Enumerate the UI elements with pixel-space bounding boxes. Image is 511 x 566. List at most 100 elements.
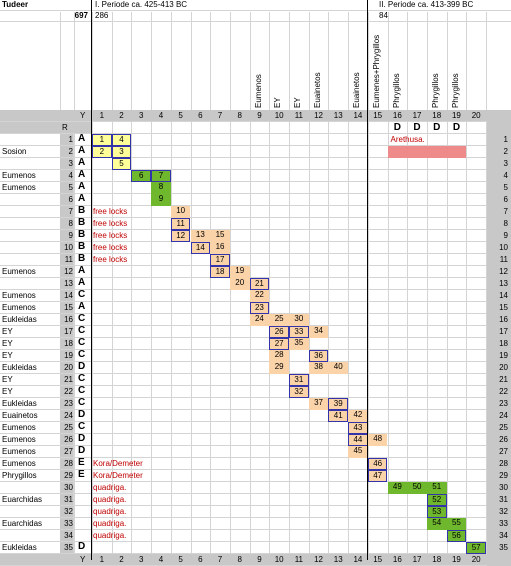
row-letter[interactable]: C [78, 373, 86, 384]
period1-count[interactable]: 286 [95, 11, 109, 20]
row-letter[interactable]: C [78, 349, 86, 360]
row-number[interactable]: 8 [68, 219, 73, 228]
data-cell[interactable]: 49 [387, 482, 408, 494]
row-name[interactable]: Eumenos [2, 291, 36, 300]
row-letter[interactable]: A [78, 157, 86, 168]
sheet-title[interactable]: Tudeer [2, 0, 29, 9]
period1-label[interactable]: I. Periode ca. 425-413 BC [95, 0, 188, 9]
row-letter[interactable]: A [78, 133, 86, 144]
data-cell[interactable]: 25 [269, 314, 289, 326]
row-name[interactable]: Eumenos [2, 435, 36, 444]
row-number[interactable]: 28 [64, 459, 73, 468]
column-number[interactable]: 4 [158, 111, 164, 120]
data-cell[interactable]: 28 [269, 350, 289, 362]
row-number[interactable]: 1 [68, 135, 73, 144]
row-name[interactable]: Euarchidas [2, 519, 43, 528]
data-cell[interactable]: 41 [328, 410, 349, 422]
data-cell[interactable]: 57 [466, 542, 486, 554]
data-cell[interactable]: 53 [426, 506, 447, 518]
row-number[interactable]: 15 [64, 303, 73, 312]
data-cell[interactable]: 13 [190, 230, 211, 242]
column-number[interactable]: 16 [392, 111, 402, 120]
column-number[interactable]: 8 [237, 111, 242, 120]
column-number[interactable]: 10 [274, 111, 284, 120]
row-name[interactable]: Eumenos [2, 183, 36, 192]
data-cell[interactable]: 10 [170, 206, 191, 218]
row-name[interactable]: EY [2, 351, 13, 360]
data-cell[interactable]: 48 [367, 434, 388, 446]
row-number[interactable]: 34 [64, 531, 73, 540]
row-number[interactable]: 31 [64, 495, 73, 504]
row-letter[interactable]: C [78, 325, 86, 336]
row-letter[interactable]: A [78, 169, 86, 180]
row-number[interactable]: 2 [68, 147, 73, 156]
data-cell[interactable]: 42 [348, 410, 368, 422]
column-number[interactable]: 20 [471, 111, 481, 120]
row-letter[interactable]: D [78, 361, 86, 372]
column-number[interactable]: 12 [314, 111, 323, 120]
column-number[interactable]: 6 [198, 111, 203, 120]
row-number[interactable]: 33 [64, 519, 73, 528]
row-name[interactable]: Eukleidas [2, 315, 37, 324]
row-number[interactable]: 35 [64, 543, 73, 552]
row-letter[interactable]: D [78, 433, 86, 444]
row-number[interactable]: 9 [68, 231, 73, 240]
row-number[interactable]: 13 [64, 279, 73, 288]
data-cell[interactable]: 24 [249, 314, 270, 326]
data-cell[interactable]: 46 [367, 458, 388, 470]
row-letter[interactable]: A [78, 301, 86, 312]
row-number[interactable]: 32 [64, 507, 73, 516]
data-cell[interactable]: 20 [229, 278, 250, 290]
row-note[interactable]: free locks [93, 243, 128, 252]
row-letter[interactable]: D [78, 409, 86, 420]
row-number[interactable]: 26 [64, 435, 73, 444]
column-number[interactable]: 17 [412, 111, 422, 120]
data-cell[interactable]: 4 [111, 134, 132, 146]
row-letter[interactable]: C [78, 313, 86, 324]
row-name[interactable]: Eukleidas [2, 399, 37, 408]
row-number[interactable]: 7 [68, 207, 73, 216]
data-cell[interactable]: 55 [446, 518, 467, 530]
data-cell[interactable]: 7 [151, 170, 171, 182]
data-cell[interactable]: 2 [92, 146, 112, 158]
column-number[interactable]: 7 [217, 111, 223, 120]
arethusa-label[interactable]: Arethusa. [390, 135, 425, 144]
data-cell[interactable]: 15 [210, 230, 230, 242]
row-name[interactable]: EY [2, 327, 13, 336]
data-cell[interactable]: 54 [426, 518, 447, 530]
data-cell[interactable]: 17 [210, 254, 230, 266]
data-cell[interactable]: 33 [289, 326, 309, 338]
row-number[interactable]: 22 [64, 387, 73, 396]
column-number[interactable]: 11 [294, 111, 303, 120]
data-cell[interactable]: 43 [348, 422, 368, 434]
column-number[interactable]: 18 [432, 111, 442, 120]
row-number[interactable]: 14 [64, 291, 73, 300]
row-note[interactable]: quadriga. [93, 519, 127, 528]
row-letter[interactable]: A [78, 181, 86, 192]
data-cell[interactable]: 26 [269, 326, 289, 338]
period2-count[interactable]: 84 [379, 11, 388, 20]
row-note[interactable]: quadriga. [93, 531, 127, 540]
row-number[interactable]: 16 [64, 315, 73, 324]
row-note[interactable]: quadriga. [93, 495, 127, 504]
row-number[interactable]: 29 [64, 471, 73, 480]
row-letter[interactable]: B [78, 253, 86, 264]
data-cell[interactable]: 30 [289, 314, 309, 326]
column-number[interactable]: 13 [333, 111, 343, 120]
row-letter[interactable]: B [78, 205, 86, 216]
data-cell[interactable]: 1 [92, 134, 112, 146]
period2-label[interactable]: II. Periode ca. 413-399 BC [379, 0, 474, 9]
row-number[interactable]: 20 [64, 363, 73, 372]
row-letter[interactable]: C [78, 337, 86, 348]
row-letter[interactable]: B [78, 229, 86, 240]
data-cell[interactable]: 45 [348, 446, 368, 458]
row-name[interactable]: Phrygillos [2, 471, 37, 480]
column-number[interactable]: 14 [353, 111, 363, 120]
data-cell[interactable]: 34 [308, 326, 329, 338]
row-letter[interactable]: D [78, 541, 86, 552]
data-cell[interactable]: 5 [111, 158, 132, 170]
data-cell[interactable]: 38 [308, 362, 329, 374]
column-number[interactable]: 1 [99, 111, 105, 120]
row-note[interactable]: quadriga. [93, 507, 127, 516]
row-letter[interactable]: B [78, 217, 86, 228]
